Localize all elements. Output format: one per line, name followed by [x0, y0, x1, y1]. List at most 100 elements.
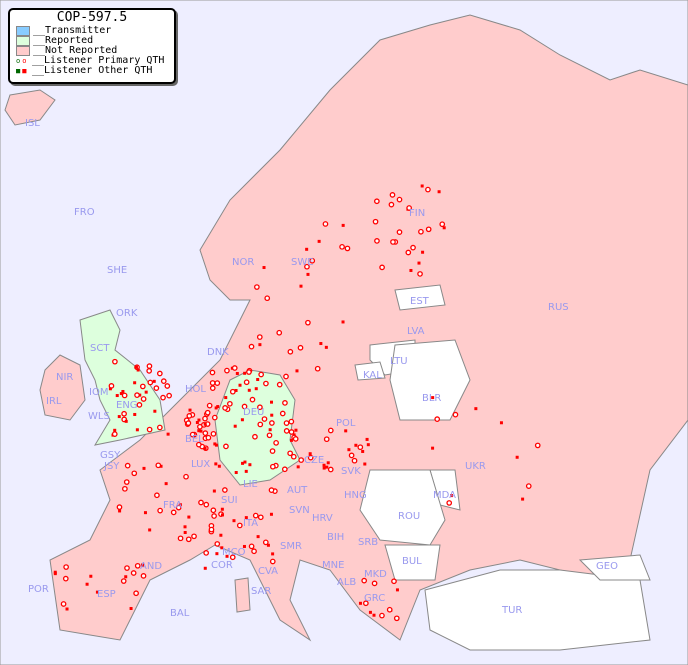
listener-primary-qth [229, 388, 236, 395]
listener-other-qth [474, 407, 478, 411]
country-label-est: EST [410, 296, 430, 307]
listener-primary-qth [283, 428, 290, 434]
listener-primary-qth [417, 271, 423, 277]
listener-primary-qth [249, 396, 256, 403]
listener-primary-qth [140, 573, 147, 579]
country-label-fin: FIN [409, 208, 425, 219]
listener-primary-qth [257, 421, 264, 428]
country-label-deu: DEU [243, 407, 264, 418]
listener-primary-qth [262, 539, 269, 546]
listener-other-qth [183, 525, 187, 529]
listener-other-qth [183, 531, 187, 535]
listener-other-qth [217, 464, 221, 468]
country-label-sar: SAR [251, 586, 271, 597]
listener-other-qth [199, 429, 203, 433]
listener-other-qth [220, 513, 224, 517]
country-label-hng: HNG [344, 490, 367, 501]
country-label-ltu: LTU [390, 356, 408, 367]
listener-other-qth [113, 428, 117, 432]
listener-primary-qth [170, 509, 177, 516]
listener-primary-qth [210, 430, 217, 437]
listener-primary-qth [209, 385, 216, 392]
country-label-fra: FRA [163, 500, 182, 511]
listener-primary-qth [361, 577, 368, 584]
listener-primary-qth [279, 410, 286, 417]
country-irl [39, 354, 86, 421]
country-label-hol: HOL [185, 384, 206, 395]
listener-other-qth [266, 543, 270, 547]
listener-other-qth [133, 381, 137, 385]
listener-primary-qth [393, 615, 400, 622]
country-label-mda: MDA [433, 490, 456, 501]
listener-other-qth [317, 239, 321, 243]
country-label-bel: BEL [185, 434, 204, 445]
listener-primary-qth [290, 453, 297, 460]
listener-other-qth [244, 469, 248, 473]
listener-primary-qth [160, 394, 166, 401]
listener-primary-qth [391, 578, 397, 585]
country-label-geo: GEO [596, 561, 618, 572]
listener-other-qth [499, 421, 503, 425]
country-label-isl: ISL [25, 118, 40, 129]
listener-other-qth [442, 226, 446, 230]
listener-primary-qth [222, 405, 228, 411]
listener-primary-qth [153, 385, 160, 391]
listener-primary-qth [223, 443, 229, 450]
listener-other-qth [124, 575, 128, 579]
listener-primary-qth [121, 410, 127, 417]
listener-primary-qth [134, 562, 141, 569]
listener-primary-qth [191, 533, 197, 540]
country-label-iom: IOM [89, 387, 108, 398]
listener-primary-qth [139, 383, 146, 390]
listener-other-qth [341, 320, 345, 324]
listener-other-qth [124, 419, 128, 423]
listener-other-qth [142, 466, 146, 470]
map-title: COP-597.5 [56, 10, 128, 25]
country-label-swe: SWE [291, 257, 314, 268]
listener-other-qth [299, 284, 303, 288]
listener-primary-qth [146, 426, 153, 433]
country-label-grc: GRC [364, 593, 385, 604]
listener-primary-qth [374, 198, 380, 205]
country-label-sct: SCT [90, 343, 110, 354]
listener-other-qth [188, 408, 192, 412]
listener-primary-qth [351, 457, 358, 464]
listener-primary-qth [208, 526, 215, 533]
listener-other-qth [148, 528, 152, 532]
listener-other-qth [118, 509, 122, 513]
country-geo [578, 554, 651, 581]
listener-primary-qth [276, 329, 283, 336]
listener-primary-qth [327, 466, 334, 473]
country-label-mne: MNE [322, 560, 344, 571]
country-blr [389, 339, 471, 421]
listener-primary-qth [202, 415, 208, 422]
listener-primary-qth [257, 404, 263, 411]
listener-primary-qth [273, 440, 279, 446]
listener-other-qth [243, 460, 247, 464]
listener-primary-qth [322, 221, 329, 227]
listener-primary-qth [236, 522, 243, 529]
listener-other-qth [322, 463, 326, 467]
listener-primary-qth [164, 383, 171, 389]
listener-other-qth [241, 461, 245, 465]
listener-other-qth [450, 494, 454, 498]
listener-primary-qth [269, 420, 275, 426]
listener-primary-qth [248, 343, 255, 350]
country-label-dnk: DNK [207, 347, 229, 358]
listener-primary-qth [243, 379, 250, 386]
legend-not-reported: __Not Reported [10, 46, 174, 56]
listener-other-qth [197, 429, 201, 433]
listener-other-qth [153, 409, 157, 413]
listener-other-qth [262, 266, 266, 270]
not-reported-swatch [16, 46, 30, 56]
listener-primary-qth [227, 400, 233, 407]
listener-primary-qth [388, 201, 395, 208]
listener-other-qth [521, 497, 525, 501]
listener-other-qth [214, 443, 218, 447]
listener-primary-qth [266, 432, 273, 439]
legend-reported: __Reported [10, 36, 174, 46]
listener-primary-qth [534, 442, 541, 449]
country-label-eng: ENG [116, 400, 138, 411]
listener-primary-qth [304, 263, 310, 270]
